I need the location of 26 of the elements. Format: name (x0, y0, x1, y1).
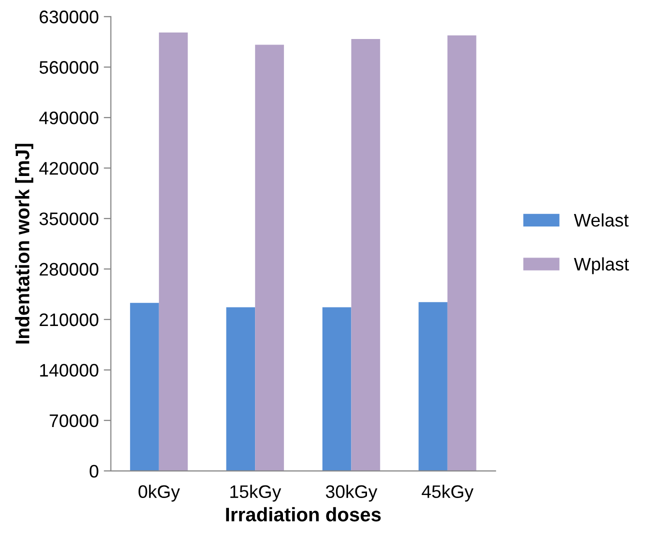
legend-label: Wplast (574, 257, 629, 274)
x-tick-label: 15kGy (230, 484, 282, 502)
bar (158, 32, 188, 471)
y-tick-label: 0 (90, 464, 98, 478)
y-tick-label: 420000 (39, 162, 98, 175)
y-tick-label: 490000 (39, 112, 98, 124)
bar (322, 307, 352, 471)
bar (130, 302, 159, 471)
x-tick-label: 0kGy (138, 484, 180, 502)
y-tick-label: 630000 (40, 10, 98, 24)
y-tick-label: 280000 (40, 262, 98, 276)
bar (351, 38, 380, 471)
bar (418, 302, 448, 471)
y-tick-label: 140000 (40, 364, 98, 377)
y-axis-title: Indentation work [mJ] (15, 144, 34, 344)
bar (447, 35, 476, 471)
x-tick-label: 30kGy (326, 484, 378, 502)
legend-label: Welast (574, 213, 629, 227)
x-axis-title: Irradiation doses (226, 507, 381, 522)
x-tick-label: 45kGy (422, 484, 474, 502)
y-tick-label: 350000 (39, 212, 98, 226)
bar (226, 307, 256, 471)
y-tick-label: 560000 (40, 61, 98, 74)
y-tick-label: 210000 (40, 313, 98, 326)
y-tick-label: 70000 (50, 414, 98, 428)
bar (255, 44, 284, 471)
